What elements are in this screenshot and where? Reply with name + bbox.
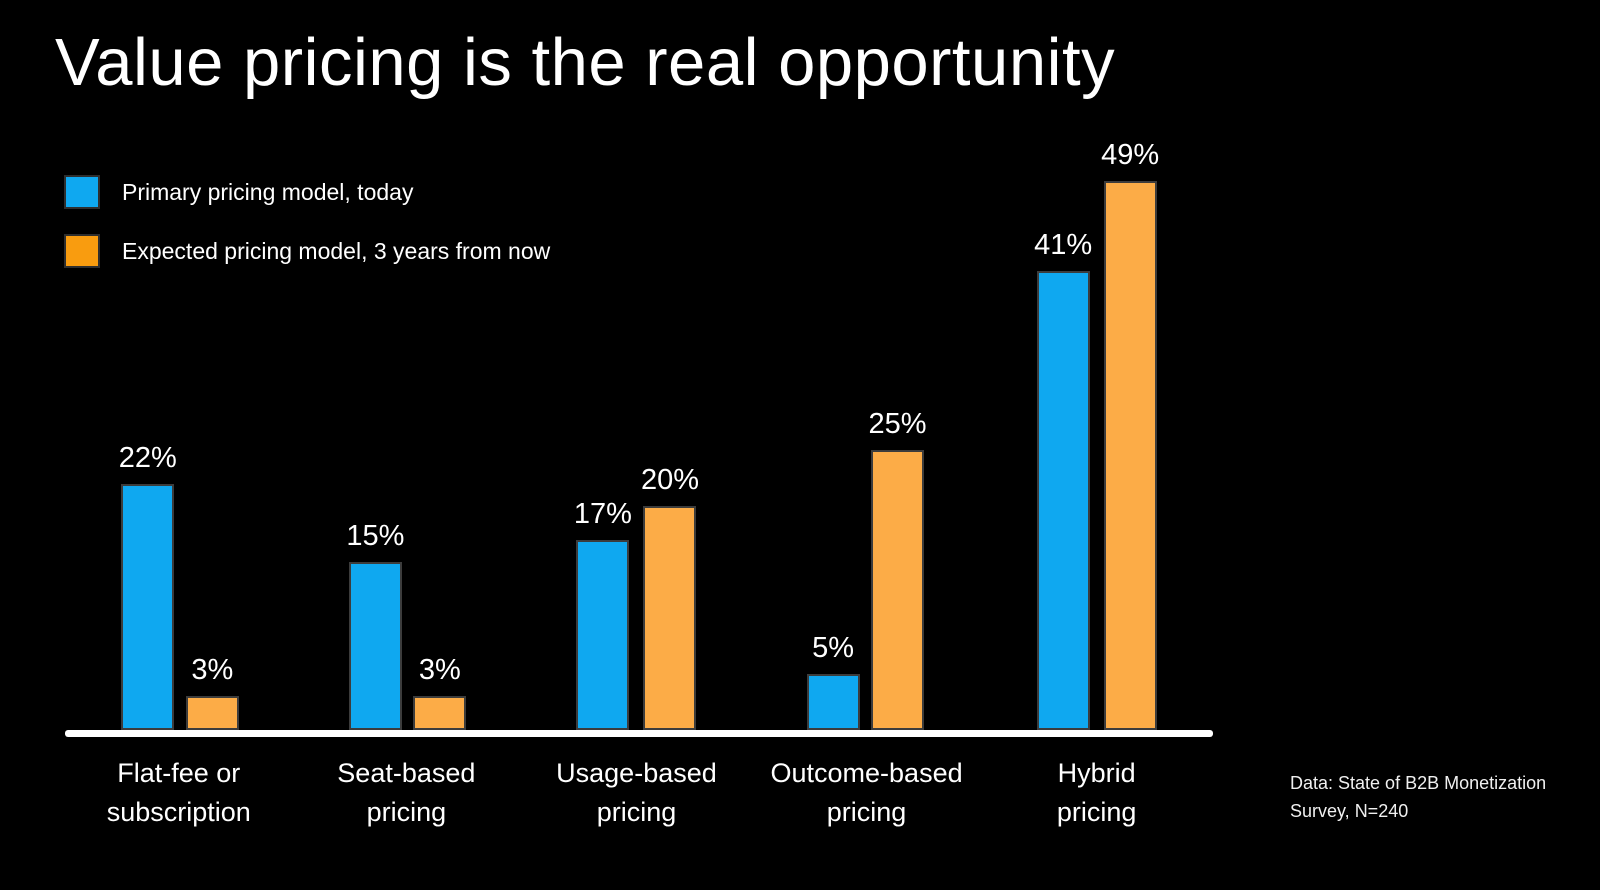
bar-group-2: 15% 3% Seat-based pricing [337,520,475,827]
bar-wrap-today: 17% [574,498,632,730]
bars-row: 22% 3% [119,442,239,730]
source-note-line2: Survey, N=240 [1290,800,1409,821]
value-label-future: 3% [418,654,461,686]
bar-wrap-today: 15% [346,520,404,730]
value-label-today: 41% [1034,229,1093,261]
bar-today-2 [348,562,402,730]
source-note: Data: State of B2B Monetization Survey, … [1290,770,1546,826]
bar-group-1: 22% 3% Flat-fee or subscription [107,442,251,827]
bar-today-1 [121,484,175,730]
bar-wrap-future: 3% [413,654,467,730]
source-note-line1: Data: State of B2B Monetization [1290,773,1547,793]
value-label-today: 22% [118,442,177,474]
bar-future-3 [643,506,697,730]
value-label-today: 5% [812,632,854,664]
legend-swatch-future-icon [64,234,100,268]
bar-future-1 [185,696,239,730]
bar-wrap-future: 25% [869,408,927,730]
value-label-today: 17% [573,498,632,530]
bar-future-5 [1103,181,1157,730]
bars-row: 17% 20% [574,464,699,730]
value-label-future: 20% [640,464,700,496]
bar-group-3: 17% 20% Usage-based pricing [556,464,717,827]
value-label-today: 15% [346,520,405,552]
x-axis-line [65,730,1213,737]
bars-row: 41% 49% [1034,139,1159,730]
bar-today-5 [1036,271,1090,730]
legend: Primary pricing model, today Expected pr… [64,175,550,268]
value-label-future: 3% [191,654,234,686]
bar-wrap-today: 22% [119,442,177,730]
bar-future-2 [413,696,467,730]
value-label-future: 49% [1101,139,1160,171]
bar-future-4 [871,450,925,730]
bar-group-4: 5% 25% Outcome-based pricing [771,408,963,827]
bar-today-3 [576,540,630,730]
category-label-4: Outcome-based pricing [770,758,963,828]
value-label-future: 25% [868,408,927,440]
bar-wrap-future: 3% [185,654,239,730]
page-title: Value pricing is the real opportunity [55,25,1116,100]
category-label-2: Seat-based pricing [337,758,476,828]
bar-today-4 [806,674,860,730]
bar-wrap-future: 20% [641,464,699,730]
legend-label-future: Expected pricing model, 3 years from now [122,237,551,264]
bars-row: 5% 25% [806,408,927,730]
category-label-3: Usage-based pricing [556,758,717,828]
category-label-1: Flat-fee or subscription [106,758,251,828]
bar-wrap-today: 41% [1034,229,1092,730]
category-label-5: Hybrid pricing [1056,758,1137,828]
legend-item-future: Expected pricing model, 3 years from now [64,234,550,268]
legend-item-today: Primary pricing model, today [64,175,550,209]
bar-group-5: 41% 49% Hybrid pricing [1034,139,1159,827]
bar-wrap-future: 49% [1101,139,1159,730]
legend-swatch-today-icon [64,175,100,209]
bar-wrap-today: 5% [806,632,860,730]
legend-label-today: Primary pricing model, today [122,178,414,205]
plot-area: 22% 3% Flat-fee or subscription 15% 3% Seat-b… [65,139,1213,827]
bars-row: 15% 3% [346,520,467,730]
